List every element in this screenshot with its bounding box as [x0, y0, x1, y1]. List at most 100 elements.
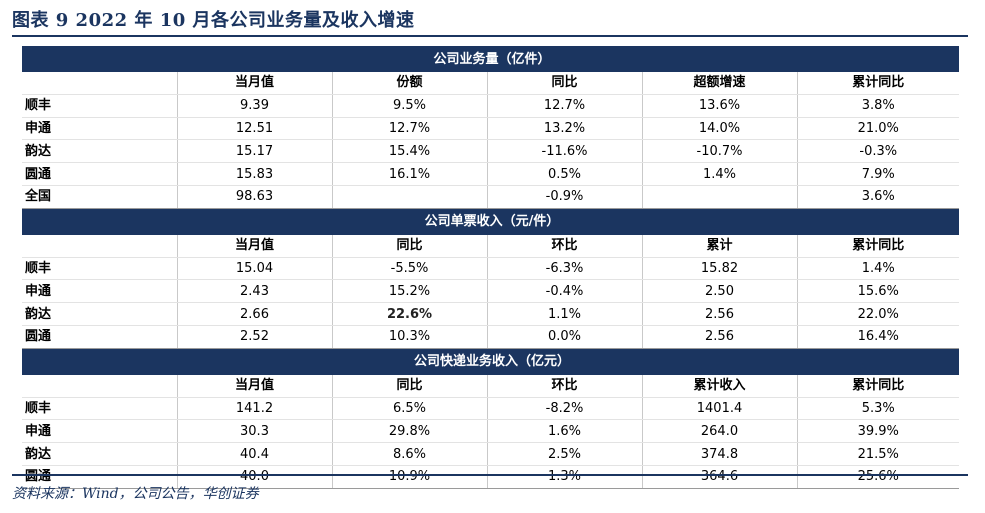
- table-cell: 2.43: [176, 279, 332, 304]
- table-cell: 1.1%: [486, 302, 642, 326]
- table-cell: 13.6%: [641, 94, 797, 118]
- row-label: 顺丰: [22, 397, 177, 421]
- table-cell: 2.5%: [486, 442, 642, 466]
- column-header: 累计同比: [796, 234, 960, 258]
- table-cell: 10.3%: [331, 325, 487, 349]
- table-cell: 374.8: [641, 442, 797, 466]
- table-cell: 25.6%: [796, 465, 960, 489]
- table-cell: 9.5%: [331, 94, 487, 118]
- row-label: 顺丰: [22, 94, 177, 118]
- table-cell: 15.04: [176, 257, 332, 281]
- table-cell: 1.6%: [486, 419, 642, 444]
- table-row: 韵达 15.17 15.4% -11.6% -10.7% -0.3%: [22, 139, 960, 164]
- section-title: 公司业务量（亿件）: [22, 46, 960, 72]
- column-header: 份额: [331, 72, 487, 95]
- row-label: 申通: [22, 419, 177, 444]
- column-header: 同比: [331, 234, 487, 258]
- column-header: 累计同比: [796, 72, 960, 95]
- table-cell: 1.4%: [641, 162, 797, 186]
- table-cell: 2.56: [641, 302, 797, 326]
- row-label: 圆通: [22, 162, 177, 186]
- table-cell: 13.2%: [486, 117, 642, 141]
- table-cell: 8.6%: [331, 442, 487, 466]
- table-cell: 40.0: [176, 465, 332, 489]
- table-cell: -0.3%: [796, 139, 960, 164]
- table-cell: 10.9%: [331, 465, 487, 489]
- row-label: 韵达: [22, 139, 177, 164]
- table-cell: -5.5%: [331, 257, 487, 281]
- table-row: 圆通 40.0 10.9% 1.3% 364.6 25.6%: [22, 465, 960, 489]
- table-row: 申通 12.51 12.7% 13.2% 14.0% 21.0%: [22, 117, 960, 141]
- row-label: 韵达: [22, 442, 177, 466]
- column-header-row: 当月值 同比 环比 累计 累计同比: [22, 234, 960, 258]
- column-header-row: 当月值 份额 同比 超额增速 累计同比: [22, 72, 960, 95]
- column-header: [22, 234, 177, 258]
- bottom-divider: [12, 474, 968, 476]
- table-cell: 364.6: [641, 465, 797, 489]
- table-cell: 1.3%: [486, 465, 642, 489]
- table-row: 韵达 2.66 22.6% 1.1% 2.56 22.0%: [22, 302, 960, 326]
- row-label: 申通: [22, 117, 177, 141]
- table-cell: -8.2%: [486, 397, 642, 421]
- table-cell: 22.0%: [796, 302, 960, 326]
- table-cell: -0.4%: [486, 279, 642, 304]
- table-cell: 16.1%: [331, 162, 487, 186]
- table-cell: 2.52: [176, 325, 332, 349]
- data-table: 公司业务量（亿件） 当月值 份额 同比 超额增速 累计同比 顺丰 9.39 9.5% 12.7% 1…: [22, 46, 960, 489]
- column-header: 当月值: [176, 234, 332, 258]
- table-cell: 12.7%: [486, 94, 642, 118]
- table-cell: 14.0%: [641, 117, 797, 141]
- table-cell: 21.5%: [796, 442, 960, 466]
- column-header: 当月值: [176, 72, 332, 95]
- table-cell: -11.6%: [486, 139, 642, 164]
- table-cell: 1.4%: [796, 257, 960, 281]
- table-cell: [641, 185, 797, 209]
- table-cell: 15.4%: [331, 139, 487, 164]
- table-cell: 30.3: [176, 419, 332, 444]
- table-cell: 15.83: [176, 162, 332, 186]
- table-row: 顺丰 141.2 6.5% -8.2% 1401.4 5.3%: [22, 397, 960, 421]
- table-row: 申通 2.43 15.2% -0.4% 2.50 15.6%: [22, 279, 960, 304]
- table-cell: 15.6%: [796, 279, 960, 304]
- table-cell: 39.9%: [796, 419, 960, 444]
- column-header: 超额增速: [641, 72, 797, 95]
- table-cell: 2.66: [176, 302, 332, 326]
- table-row: 申通 30.3 29.8% 1.6% 264.0 39.9%: [22, 419, 960, 444]
- table-cell: 2.56: [641, 325, 797, 349]
- table-cell: 21.0%: [796, 117, 960, 141]
- table-cell: 2.50: [641, 279, 797, 304]
- table-cell: 29.8%: [331, 419, 487, 444]
- table-cell: 0.5%: [486, 162, 642, 186]
- table-row: 顺丰 9.39 9.5% 12.7% 13.6% 3.8%: [22, 94, 960, 118]
- table-cell: 22.6%: [331, 302, 487, 326]
- column-header: 当月值: [176, 374, 332, 398]
- column-header: 同比: [331, 374, 487, 398]
- table-cell: 40.4: [176, 442, 332, 466]
- row-label: 全国: [22, 185, 177, 209]
- column-header-row: 当月值 同比 环比 累计收入 累计同比: [22, 374, 960, 398]
- table-cell: 9.39: [176, 94, 332, 118]
- source-note: 资料来源：Wind，公司公告，华创证券: [12, 486, 259, 502]
- table-row: 圆通 15.83 16.1% 0.5% 1.4% 7.9%: [22, 162, 960, 186]
- column-header: 累计: [641, 234, 797, 258]
- table-cell: 15.82: [641, 257, 797, 281]
- table-cell: [331, 185, 487, 209]
- column-header: 环比: [486, 234, 642, 258]
- table-cell: 141.2: [176, 397, 332, 421]
- table-cell: -6.3%: [486, 257, 642, 281]
- table-cell: 6.5%: [331, 397, 487, 421]
- section-header-row: 公司单票收入（元/件）: [22, 208, 960, 235]
- table-cell: 1401.4: [641, 397, 797, 421]
- row-label: 韵达: [22, 302, 177, 326]
- table-cell: 3.8%: [796, 94, 960, 118]
- column-header: 环比: [486, 374, 642, 398]
- section-header-row: 公司业务量（亿件）: [22, 46, 960, 72]
- table-row: 顺丰 15.04 -5.5% -6.3% 15.82 1.4%: [22, 257, 960, 281]
- column-header: [22, 72, 177, 95]
- column-header: 累计收入: [641, 374, 797, 398]
- table-cell: -0.9%: [486, 185, 642, 209]
- row-label: 圆通: [22, 325, 177, 349]
- figure-title: 图表 9 2022 年 10 月各公司业务量及收入增速: [12, 10, 415, 31]
- section-header-row: 公司快递业务收入（亿元）: [22, 348, 960, 375]
- table-cell: 3.6%: [796, 185, 960, 209]
